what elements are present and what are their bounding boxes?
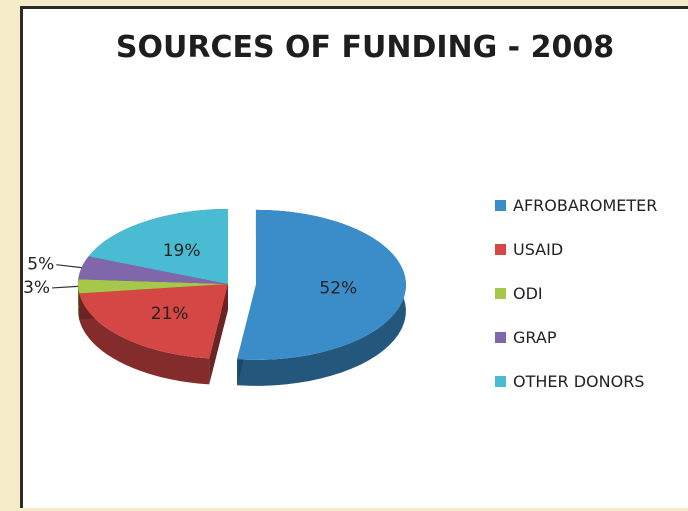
- slice-rim-usaid: [79, 293, 210, 385]
- legend-label-usaid: USAID: [513, 240, 563, 259]
- pie-slice-grap: [78, 256, 228, 284]
- value-label-other-donors: 19%: [163, 241, 201, 261]
- legend-label-afrobarometer: AFROBAROMETER: [513, 196, 657, 215]
- legend-label-odi: ODI: [513, 284, 543, 303]
- legend-swatch-grap: [495, 332, 506, 343]
- legend-swatch-odi: [495, 288, 506, 299]
- pie-chart: SOURCES OF FUNDING - 2008 52%21%3%5%19% …: [23, 30, 657, 391]
- legend-swatch-afrobarometer: [495, 200, 506, 211]
- legend-swatch-other-donors: [495, 376, 506, 387]
- chart-panel: SOURCES OF FUNDING - 2008 52% 21% 3% 5% 19% …: [20, 6, 688, 508]
- value-label-usaid: 21%: [151, 304, 189, 324]
- leader-line-odi: [52, 285, 79, 289]
- pie-slice-usaid: [79, 284, 228, 359]
- leader-line-grap: [56, 264, 82, 269]
- pie-slice-other-donors: [88, 209, 228, 284]
- legend-label-other-donors: OTHER DONORS: [513, 372, 644, 391]
- pie-slice-afrobarometer: [237, 209, 406, 360]
- value-label-grap: 5%: [27, 255, 54, 275]
- legend: AFROBAROMETER USAID ODI GRAP OTHER DONORS: [495, 196, 657, 391]
- chart-title: SOURCES OF FUNDING - 2008: [116, 30, 614, 65]
- pie-slice-odi: [78, 279, 228, 294]
- legend-swatch-usaid: [495, 244, 506, 255]
- legend-label-grap: GRAP: [513, 328, 557, 347]
- pie-group: 52% 21% 3% 5% 19%: [23, 209, 406, 386]
- value-label-afrobarometer: 52%: [319, 278, 357, 298]
- value-label-odi: 3%: [23, 278, 50, 298]
